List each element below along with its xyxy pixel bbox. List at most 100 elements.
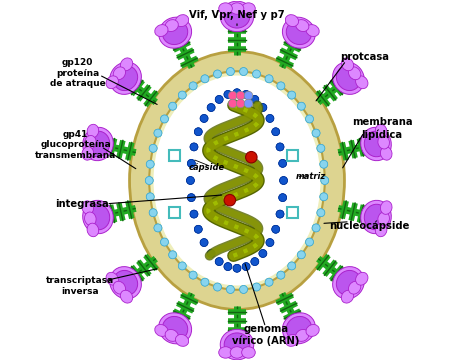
Ellipse shape (165, 330, 178, 342)
Circle shape (200, 239, 208, 247)
Circle shape (277, 271, 285, 279)
Circle shape (215, 258, 223, 266)
Circle shape (240, 286, 247, 293)
Ellipse shape (375, 124, 387, 138)
Circle shape (306, 238, 313, 246)
Ellipse shape (361, 200, 392, 234)
Circle shape (215, 95, 223, 103)
Bar (287, 207, 298, 218)
Ellipse shape (82, 201, 93, 214)
Ellipse shape (109, 267, 141, 299)
Ellipse shape (341, 58, 354, 71)
Circle shape (178, 262, 186, 270)
Circle shape (187, 160, 195, 167)
Circle shape (194, 225, 202, 233)
Circle shape (279, 160, 287, 167)
Circle shape (146, 177, 153, 184)
Ellipse shape (242, 3, 255, 14)
Circle shape (169, 102, 177, 110)
Circle shape (233, 264, 241, 272)
Ellipse shape (82, 147, 93, 160)
Circle shape (227, 68, 234, 75)
Circle shape (178, 262, 186, 270)
Circle shape (277, 271, 285, 279)
Circle shape (146, 160, 154, 168)
Ellipse shape (84, 212, 96, 226)
Ellipse shape (337, 270, 361, 295)
Ellipse shape (82, 200, 113, 234)
Ellipse shape (220, 329, 254, 360)
Circle shape (253, 70, 261, 78)
Circle shape (244, 99, 253, 108)
Circle shape (265, 278, 273, 286)
Circle shape (242, 263, 250, 270)
Ellipse shape (333, 267, 365, 299)
Circle shape (201, 278, 209, 286)
Circle shape (272, 128, 280, 136)
Circle shape (224, 91, 232, 98)
Circle shape (161, 238, 168, 246)
Text: protcasa: protcasa (340, 52, 389, 62)
Circle shape (297, 102, 305, 110)
Ellipse shape (378, 212, 390, 226)
Ellipse shape (149, 71, 325, 290)
Circle shape (149, 144, 157, 152)
Circle shape (259, 249, 267, 257)
Circle shape (154, 224, 162, 232)
Ellipse shape (113, 67, 126, 80)
Circle shape (236, 99, 245, 108)
Circle shape (169, 251, 177, 259)
Bar (169, 150, 180, 161)
Ellipse shape (106, 76, 118, 89)
Circle shape (149, 209, 157, 217)
Circle shape (317, 209, 325, 217)
Circle shape (253, 283, 261, 291)
Circle shape (224, 91, 232, 98)
Text: Vif, Vpr, Nef y p7: Vif, Vpr, Nef y p7 (189, 10, 285, 20)
Circle shape (190, 210, 198, 218)
Circle shape (161, 115, 168, 123)
Circle shape (276, 143, 284, 151)
Circle shape (288, 262, 296, 270)
Ellipse shape (113, 281, 126, 294)
Circle shape (321, 177, 328, 184)
Circle shape (154, 224, 162, 232)
Circle shape (259, 104, 267, 112)
Circle shape (277, 82, 285, 90)
Ellipse shape (87, 223, 99, 237)
Ellipse shape (220, 1, 254, 32)
Circle shape (233, 264, 241, 272)
Ellipse shape (286, 317, 311, 340)
Circle shape (146, 193, 154, 201)
Ellipse shape (348, 67, 361, 80)
Circle shape (288, 91, 296, 99)
Circle shape (224, 195, 236, 206)
Circle shape (240, 68, 247, 75)
Text: nucleocápside: nucleocápside (329, 220, 410, 231)
Circle shape (178, 91, 186, 99)
Text: membrana
lipídica: membrana lipídica (352, 117, 412, 140)
Circle shape (201, 75, 209, 83)
Circle shape (272, 225, 280, 233)
Circle shape (215, 258, 223, 266)
Circle shape (277, 82, 285, 90)
Ellipse shape (163, 21, 188, 44)
Circle shape (279, 160, 287, 167)
Ellipse shape (348, 281, 361, 294)
Ellipse shape (224, 333, 250, 356)
Circle shape (242, 91, 250, 98)
Ellipse shape (175, 15, 189, 27)
Ellipse shape (242, 347, 255, 358)
Ellipse shape (165, 19, 178, 31)
Ellipse shape (381, 201, 392, 214)
Circle shape (297, 102, 305, 110)
Ellipse shape (120, 290, 133, 303)
Circle shape (194, 128, 202, 136)
Circle shape (200, 114, 208, 122)
Circle shape (259, 104, 267, 112)
Ellipse shape (296, 19, 309, 31)
Circle shape (154, 129, 162, 137)
Bar (169, 207, 180, 218)
Ellipse shape (82, 127, 113, 161)
Circle shape (320, 160, 328, 168)
